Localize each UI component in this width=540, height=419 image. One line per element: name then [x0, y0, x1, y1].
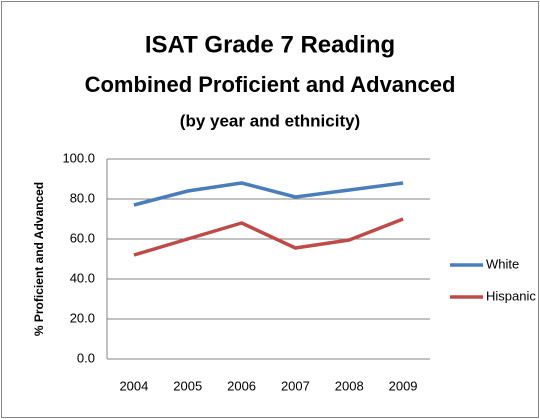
legend-label: White — [486, 256, 519, 271]
data-line — [133, 181, 404, 207]
y-tick-label: 60.0 — [70, 230, 95, 245]
legend-label: Hispanic — [486, 288, 536, 303]
chart-title: ISAT Grade 7 Reading — [145, 31, 395, 58]
y-axis-label: % Proficient and Advanced — [32, 182, 46, 336]
x-tick-label: 2006 — [227, 378, 256, 393]
y-tick-label: 40.0 — [70, 270, 95, 285]
y-tick-label: 20.0 — [70, 310, 95, 325]
x-tick-label: 2005 — [173, 378, 202, 393]
x-tick-label: 2007 — [281, 378, 310, 393]
y-tick-label: 100.0 — [62, 150, 95, 165]
x-tick-label: 2008 — [335, 378, 364, 393]
x-tick-label: 2009 — [389, 378, 418, 393]
x-tick-label: 2004 — [119, 378, 148, 393]
y-tick-label: 80.0 — [70, 190, 95, 205]
chart-subtitle: (by year and ethnicity) — [180, 111, 360, 130]
y-tick-label: 0.0 — [77, 350, 95, 365]
data-line — [133, 217, 404, 257]
chart-title-line2: Combined Proficient and Advanced — [85, 72, 456, 97]
